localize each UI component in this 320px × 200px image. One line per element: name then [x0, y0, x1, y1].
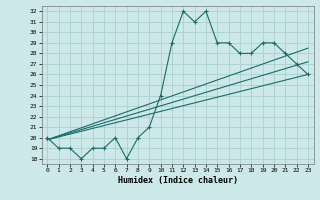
X-axis label: Humidex (Indice chaleur): Humidex (Indice chaleur)	[118, 176, 237, 185]
